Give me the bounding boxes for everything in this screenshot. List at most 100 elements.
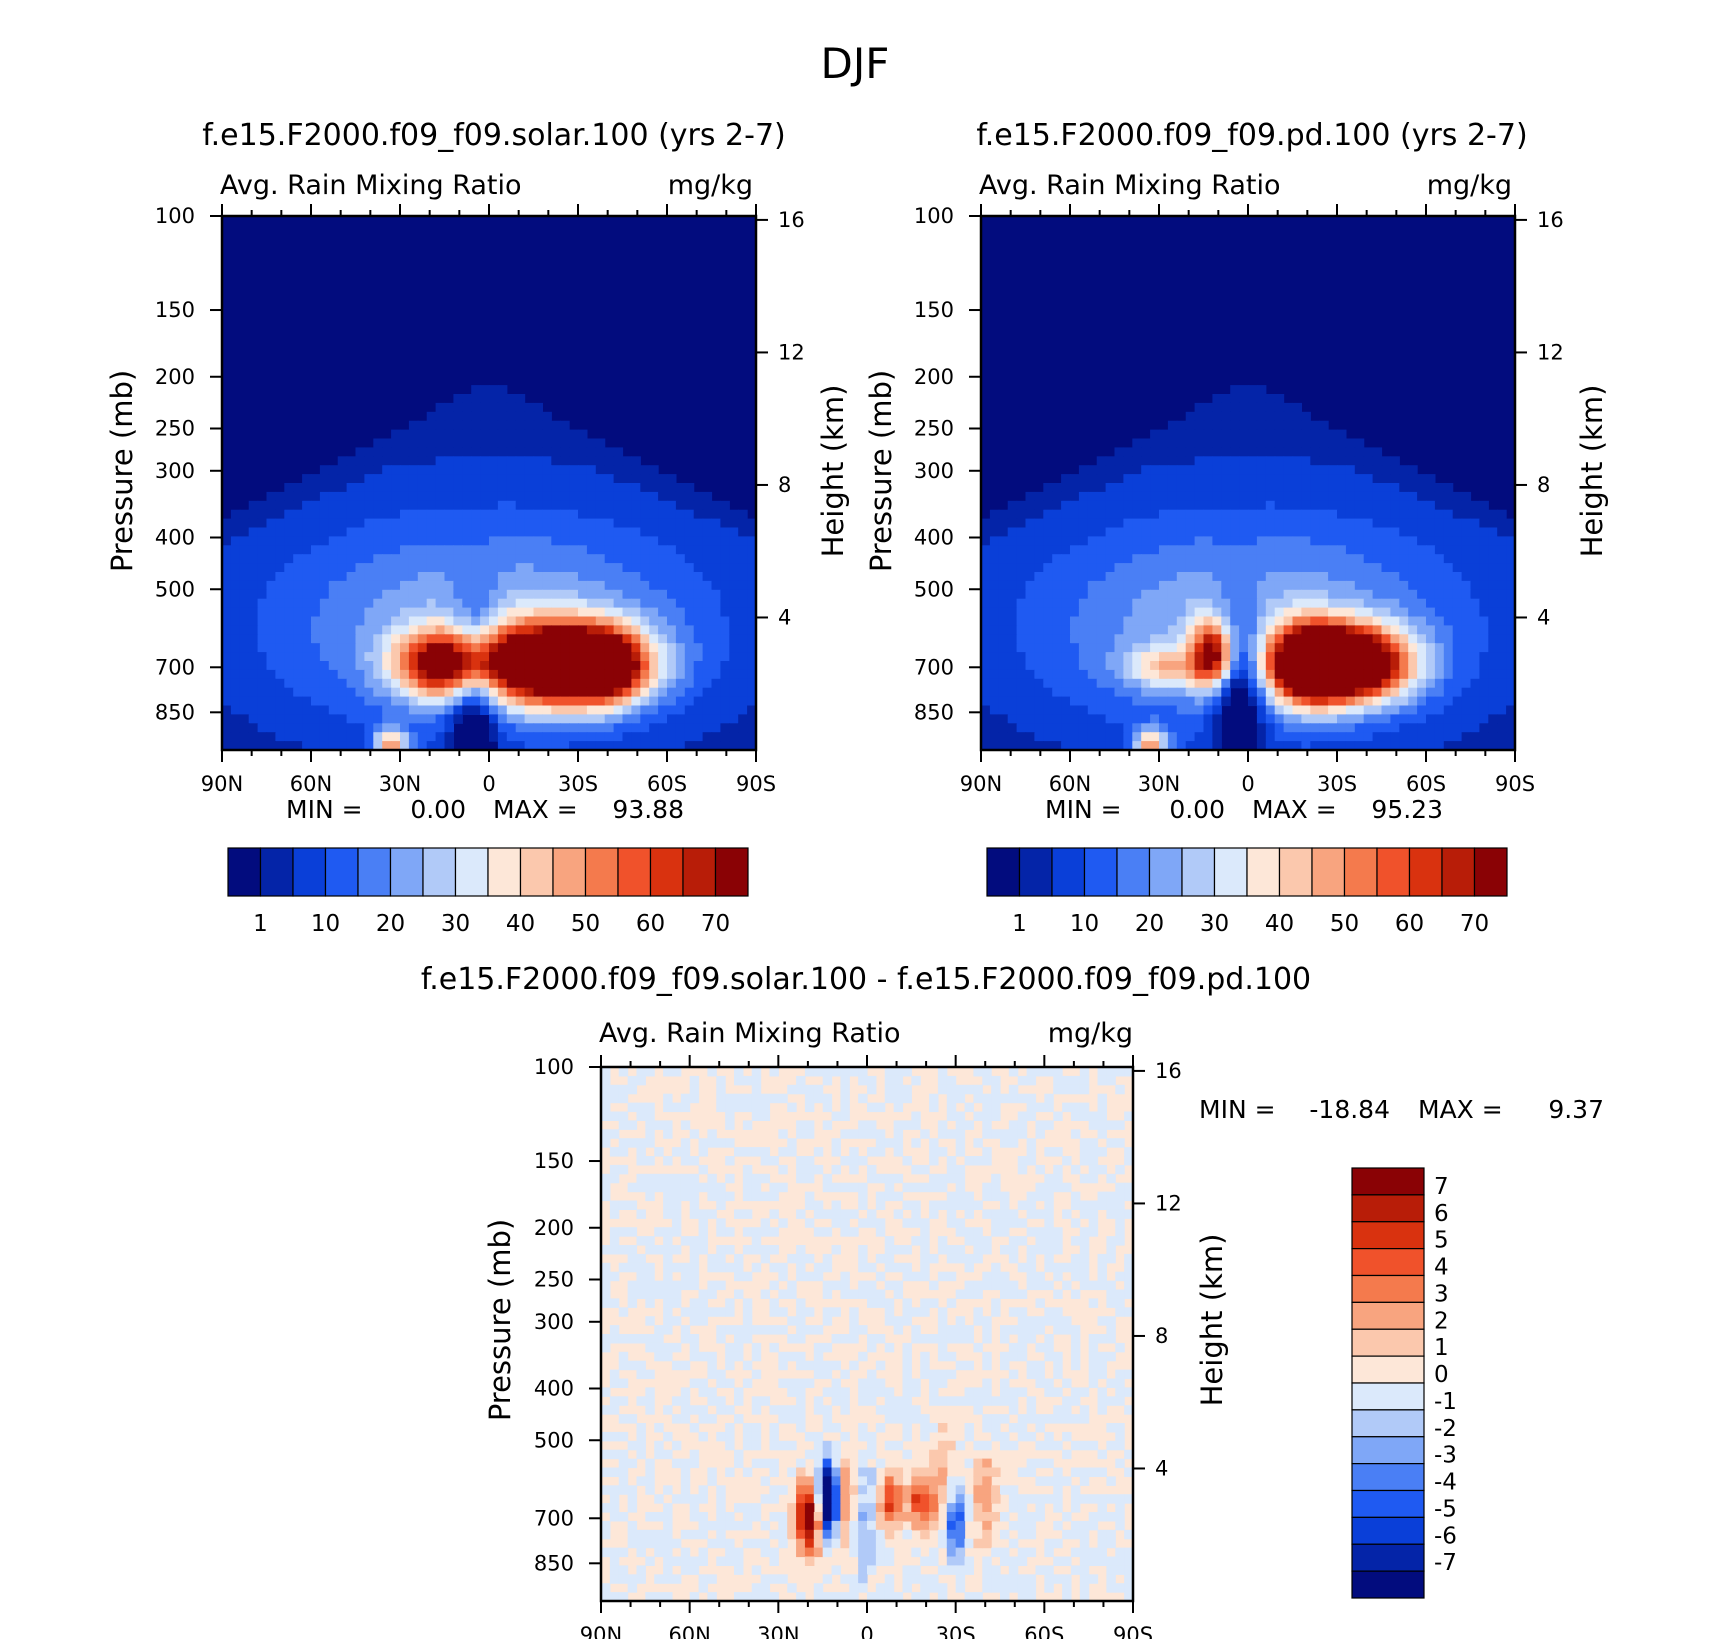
contour-cell bbox=[1283, 661, 1294, 671]
contour-cell bbox=[1417, 687, 1427, 698]
contour-cell bbox=[680, 1120, 691, 1130]
contour-cell bbox=[1035, 1209, 1045, 1219]
contour-cell bbox=[497, 394, 508, 404]
contour-cell bbox=[1265, 589, 1276, 600]
contour-cell bbox=[711, 643, 721, 653]
contour-cell bbox=[1230, 438, 1240, 448]
contour-cell bbox=[586, 474, 597, 484]
contour-cell bbox=[1292, 518, 1302, 529]
contour-cell bbox=[239, 518, 250, 529]
contour-cell bbox=[1274, 527, 1285, 537]
contour-cell bbox=[1470, 723, 1480, 733]
contour-cell bbox=[346, 741, 357, 751]
contour-cell bbox=[1141, 607, 1151, 618]
contour-cell bbox=[1328, 652, 1338, 662]
contour-cell bbox=[222, 580, 232, 591]
contour-cell bbox=[840, 1218, 850, 1228]
contour-cell bbox=[902, 1084, 912, 1095]
contour-cell bbox=[1239, 589, 1249, 600]
contour-cell bbox=[551, 465, 561, 475]
contour-cell bbox=[1185, 634, 1196, 644]
contour-cell bbox=[937, 1182, 948, 1193]
contour-cell bbox=[1283, 438, 1294, 448]
contour-cell bbox=[364, 554, 374, 564]
contour-cell bbox=[849, 1147, 859, 1157]
contour-cell bbox=[738, 518, 748, 529]
contour-cell bbox=[1239, 447, 1249, 457]
contour-cell bbox=[1025, 527, 1035, 537]
y-tick-label: 500 bbox=[914, 577, 954, 601]
contour-cell bbox=[1390, 572, 1400, 582]
contour-cell bbox=[884, 1191, 895, 1202]
contour-cell bbox=[1061, 491, 1071, 502]
contour-cell bbox=[1070, 714, 1080, 724]
contour-cell bbox=[787, 1147, 797, 1157]
contour-cell bbox=[1506, 678, 1516, 689]
contour-cell bbox=[1078, 474, 1089, 484]
colorbar-swatch bbox=[487, 847, 522, 897]
contour-cell bbox=[1114, 456, 1124, 466]
contour-cell bbox=[858, 1253, 868, 1264]
contour-cell bbox=[302, 572, 312, 582]
contour-cell bbox=[1452, 634, 1463, 644]
contour-cell bbox=[1061, 545, 1071, 555]
contour-cell bbox=[1363, 598, 1374, 609]
contour-cell bbox=[649, 589, 659, 600]
contour-cell bbox=[355, 518, 365, 529]
contour-cell bbox=[1248, 687, 1258, 698]
contour-cell bbox=[622, 491, 632, 502]
contour-cell bbox=[302, 483, 312, 493]
contour-cell bbox=[595, 438, 606, 448]
contour-cell bbox=[533, 518, 543, 529]
contour-cell bbox=[1426, 714, 1436, 724]
contour-cell bbox=[693, 678, 704, 689]
contour-cell bbox=[337, 527, 348, 537]
contour-cell bbox=[569, 625, 579, 635]
contour-cell bbox=[631, 696, 641, 707]
contour-cell bbox=[1256, 429, 1267, 440]
contour-cell bbox=[1159, 509, 1169, 520]
contour-cell bbox=[1026, 1102, 1037, 1113]
contour-cell bbox=[382, 563, 392, 573]
contour-cell bbox=[725, 1245, 735, 1255]
contour-cell bbox=[920, 1253, 930, 1264]
colorbar-swatch bbox=[324, 847, 359, 897]
contour-cell bbox=[929, 1209, 939, 1219]
contour-cell bbox=[311, 545, 321, 555]
contour-cell bbox=[964, 1236, 974, 1246]
contour-cell bbox=[1230, 545, 1240, 555]
contour-cell bbox=[1053, 1245, 1063, 1255]
contour-cell bbox=[640, 678, 650, 689]
contour-cell bbox=[747, 589, 757, 600]
contour-cell bbox=[1470, 678, 1480, 689]
contour-cell bbox=[551, 500, 561, 511]
contour-cell bbox=[1185, 491, 1196, 502]
contour-cell bbox=[382, 554, 392, 564]
contour-cell bbox=[884, 1067, 895, 1077]
contour-cell bbox=[622, 474, 632, 484]
contour-cell bbox=[462, 625, 472, 635]
contour-cell bbox=[551, 420, 561, 431]
contour-cell bbox=[1337, 527, 1347, 537]
contour-cell bbox=[1043, 723, 1053, 733]
contour-cell bbox=[497, 491, 508, 502]
contour-cell bbox=[982, 1129, 992, 1139]
contour-cell bbox=[1052, 643, 1062, 653]
contour-cell bbox=[1087, 536, 1098, 546]
contour-cell bbox=[601, 1084, 611, 1095]
contour-cell bbox=[595, 536, 606, 546]
contour-cell bbox=[364, 500, 374, 511]
contour-cell bbox=[649, 607, 659, 618]
contour-cell bbox=[1007, 643, 1018, 653]
contour-cell bbox=[671, 1262, 682, 1273]
contour-cell bbox=[1265, 607, 1276, 618]
contour-cell bbox=[663, 1227, 673, 1237]
contour-cell bbox=[1506, 554, 1516, 564]
contour-cell bbox=[551, 589, 561, 600]
contour-cell bbox=[1097, 1067, 1107, 1077]
contour-cell bbox=[337, 741, 348, 751]
contour-cell bbox=[645, 1120, 655, 1130]
contour-cell bbox=[417, 491, 428, 502]
contour-cell bbox=[524, 545, 535, 555]
contour-cell bbox=[684, 661, 695, 671]
